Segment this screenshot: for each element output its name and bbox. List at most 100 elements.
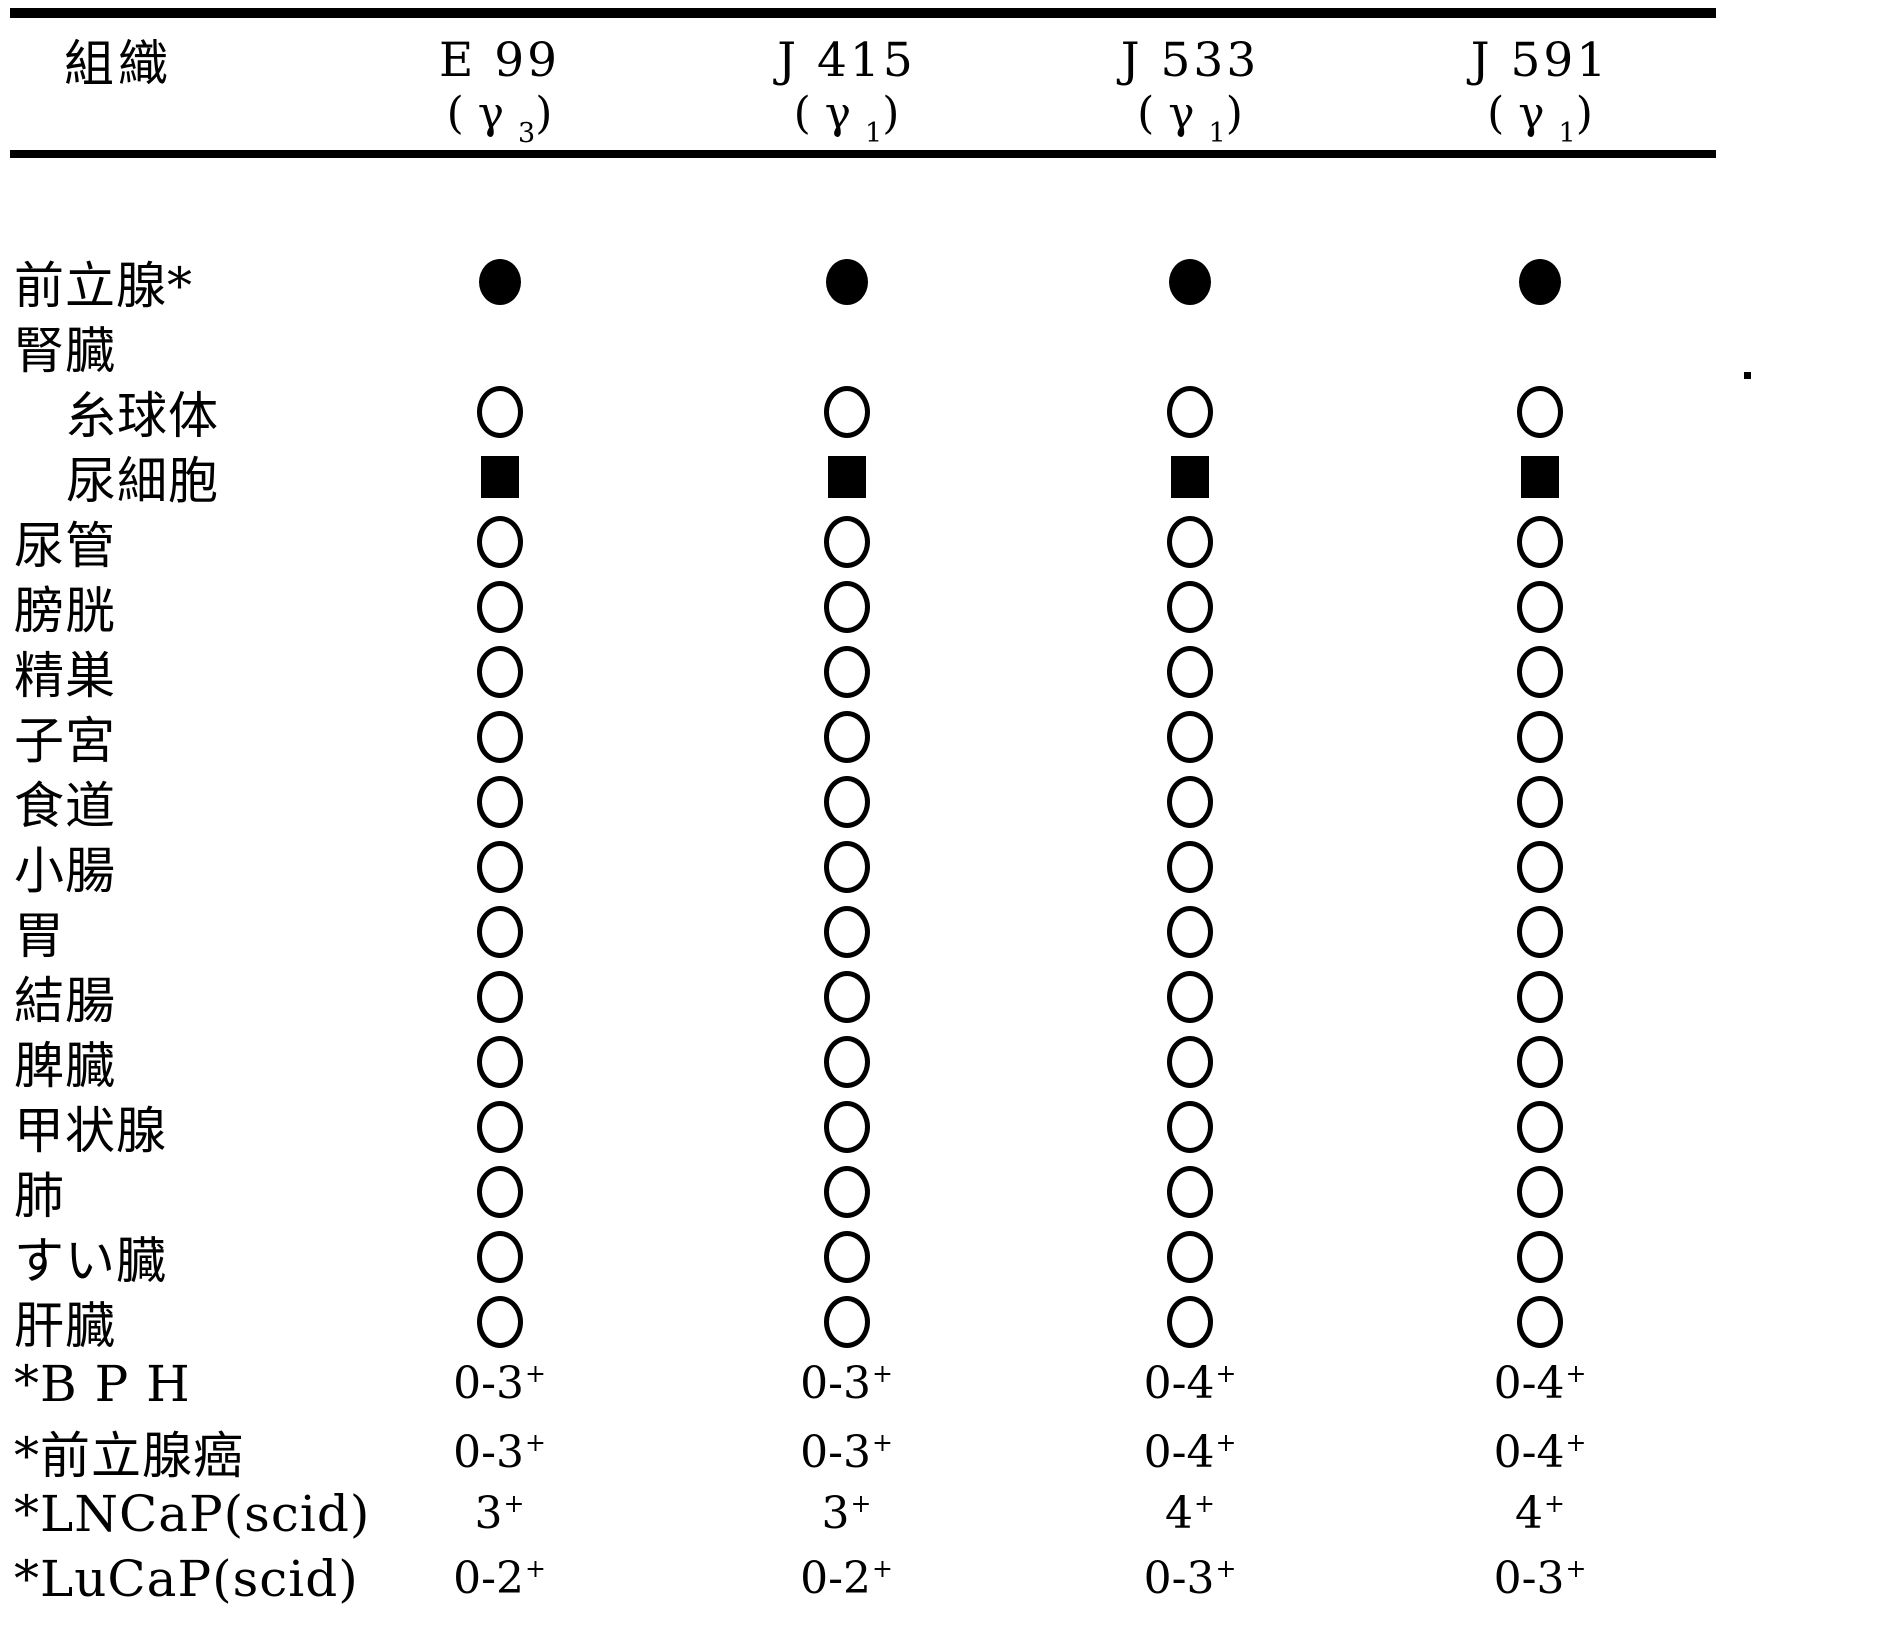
plus-superscript: + bbox=[524, 1359, 546, 1388]
open-circle-symbol bbox=[823, 581, 870, 633]
table-cell bbox=[1360, 1286, 1720, 1358]
cell-value: 0-4+ bbox=[1143, 1426, 1237, 1478]
row-label: 子宮 bbox=[14, 712, 116, 770]
row-label: 胃 bbox=[14, 907, 65, 965]
open-circle-symbol bbox=[1167, 1036, 1213, 1088]
row-label: *LuCaP(scid) bbox=[14, 1549, 359, 1608]
cell-value: 4+ bbox=[1165, 1488, 1215, 1539]
row-label: すい臓 bbox=[14, 1232, 167, 1290]
open-circle-symbol bbox=[823, 1101, 870, 1153]
open-circle-symbol bbox=[823, 386, 870, 438]
open-circle-symbol bbox=[823, 516, 870, 568]
table-row: 糸球体 bbox=[0, 376, 1878, 445]
open-circle-symbol bbox=[476, 581, 523, 633]
table-cell bbox=[673, 636, 1020, 708]
table-cell: 0-2+ bbox=[673, 1546, 1020, 1611]
table-cell bbox=[1020, 1286, 1360, 1358]
open-circle-symbol bbox=[476, 386, 523, 438]
column-header-j533: J 533 bbox=[1120, 32, 1260, 88]
open-circle-symbol bbox=[476, 1036, 523, 1088]
open-circle-symbol bbox=[1167, 711, 1213, 763]
cell-value: 0-3+ bbox=[800, 1358, 893, 1409]
row-label: *LNCaP(scid) bbox=[14, 1484, 371, 1543]
cell-value: 0-2+ bbox=[453, 1553, 546, 1604]
table-cell: 0-4+ bbox=[1360, 1416, 1720, 1488]
plus-superscript: + bbox=[871, 1359, 893, 1388]
table-cell bbox=[326, 441, 673, 513]
table-cell bbox=[1360, 636, 1720, 708]
row-label: *前立腺癌 bbox=[14, 1427, 244, 1485]
plus-superscript: + bbox=[1544, 1489, 1565, 1518]
isotype-prefix: ( γ bbox=[1137, 88, 1209, 139]
table-row: 腎臓 bbox=[0, 311, 1878, 380]
table-cell: 0-4+ bbox=[1020, 1351, 1360, 1416]
filled-square-symbol bbox=[1521, 456, 1559, 498]
table-row: *前立腺癌 0-3+ 0-3+ 0-4+ 0-4+ bbox=[0, 1416, 1878, 1486]
table-cell bbox=[326, 701, 673, 773]
isotype-subscript: 1 bbox=[1208, 118, 1226, 149]
tissue-column-header: 組織 bbox=[64, 35, 172, 93]
open-circle-symbol bbox=[1517, 1296, 1563, 1348]
open-circle-symbol bbox=[476, 1231, 523, 1283]
open-circle-symbol bbox=[1167, 971, 1213, 1023]
open-circle-symbol bbox=[1167, 386, 1213, 438]
table-row: *LuCaP(scid) 0-2+ 0-2+ 0-3+ 0-3+ bbox=[0, 1546, 1878, 1611]
table-top-rule bbox=[10, 8, 1716, 18]
plus-superscript: + bbox=[524, 1427, 546, 1457]
table-cell bbox=[1020, 246, 1360, 318]
open-circle-symbol bbox=[1167, 1101, 1213, 1153]
filled-circle-symbol bbox=[825, 259, 868, 305]
scan-ink-dot bbox=[1744, 372, 1751, 379]
table-cell bbox=[326, 506, 673, 578]
cell-value: 0-2+ bbox=[800, 1553, 893, 1604]
open-circle-symbol bbox=[823, 906, 870, 958]
cell-value: 0-4+ bbox=[1143, 1358, 1237, 1409]
table-cell: 0-3+ bbox=[673, 1351, 1020, 1416]
cell-value: 0-3+ bbox=[800, 1426, 893, 1478]
plus-superscript: + bbox=[1215, 1359, 1237, 1388]
isotype-suffix: ) bbox=[1575, 88, 1593, 139]
table-row: 脾臓 bbox=[0, 1026, 1878, 1095]
table-cell bbox=[326, 766, 673, 838]
open-circle-symbol bbox=[476, 1166, 523, 1218]
open-circle-symbol bbox=[476, 516, 523, 568]
filled-circle-symbol bbox=[1169, 259, 1211, 305]
open-circle-symbol bbox=[823, 841, 870, 893]
filled-square-symbol bbox=[1171, 456, 1209, 498]
table-cell bbox=[326, 1286, 673, 1358]
table-cell bbox=[673, 1156, 1020, 1228]
table-cell: 0-3+ bbox=[1020, 1546, 1360, 1611]
table-row: 精巣 bbox=[0, 636, 1878, 705]
row-label: 脾臓 bbox=[14, 1037, 116, 1095]
table-cell bbox=[1020, 1221, 1360, 1293]
isotype-prefix: ( γ bbox=[446, 88, 519, 139]
row-label: 小腸 bbox=[14, 842, 116, 900]
cell-value: 0-3+ bbox=[1493, 1553, 1587, 1604]
table-row: 結腸 bbox=[0, 961, 1878, 1030]
open-circle-symbol bbox=[823, 776, 870, 828]
filled-square-symbol bbox=[827, 456, 866, 498]
open-circle-symbol bbox=[1517, 1101, 1563, 1153]
open-circle-symbol bbox=[1517, 711, 1563, 763]
isotype-e99: ( γ 3) bbox=[326, 88, 673, 149]
cell-value: 0-3+ bbox=[453, 1426, 546, 1478]
table-cell: 4+ bbox=[1360, 1481, 1720, 1546]
table-row: 子宮 bbox=[0, 701, 1878, 770]
plus-superscript: + bbox=[871, 1427, 893, 1457]
table-cell bbox=[673, 1026, 1020, 1098]
cell-value: 4+ bbox=[1515, 1488, 1565, 1539]
open-circle-symbol bbox=[1167, 516, 1213, 568]
cell-value: 0-3+ bbox=[1143, 1553, 1237, 1604]
table-cell bbox=[1020, 766, 1360, 838]
table-cell bbox=[1360, 961, 1720, 1033]
plus-superscript: + bbox=[503, 1489, 525, 1518]
plus-superscript: + bbox=[1565, 1554, 1587, 1583]
cell-value: 0-4+ bbox=[1493, 1426, 1587, 1478]
plus-superscript: + bbox=[871, 1554, 893, 1583]
isotype-subscript: 1 bbox=[865, 118, 883, 149]
isotype-suffix: ) bbox=[882, 88, 900, 139]
table-cell: 0-3+ bbox=[326, 1416, 673, 1488]
open-circle-symbol bbox=[823, 711, 870, 763]
table-cell bbox=[1020, 636, 1360, 708]
column-header-j415: J 415 bbox=[777, 32, 916, 88]
